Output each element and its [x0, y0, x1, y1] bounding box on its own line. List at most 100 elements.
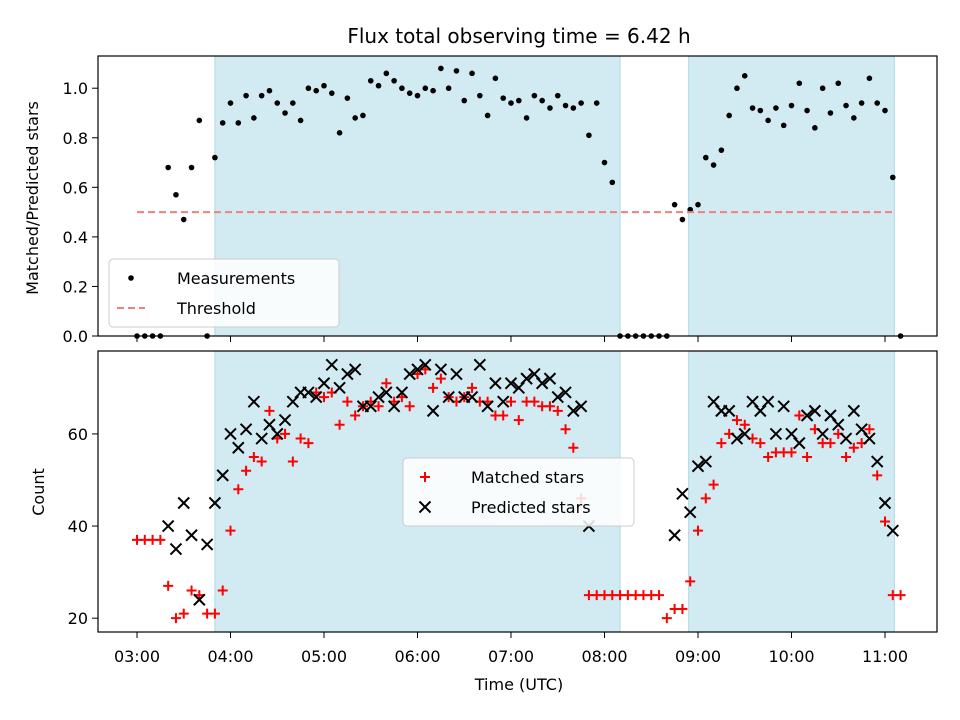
- measurement-point: [835, 80, 842, 87]
- legend-marker: [420, 472, 430, 482]
- measurement-point: [383, 70, 390, 77]
- predicted-star-point: [271, 427, 284, 441]
- measurement-point: [344, 95, 351, 101]
- matched-star-point: [763, 451, 774, 462]
- predicted-star-point: [411, 363, 424, 376]
- matched-star-point: [264, 405, 275, 416]
- matched-star-point: [825, 438, 836, 449]
- measurement-point: [391, 77, 397, 84]
- predicted-star-point: [341, 367, 354, 381]
- measurement-point: [328, 90, 335, 96]
- legend-label: Predicted stars: [471, 498, 591, 517]
- measurement-point: [196, 117, 203, 124]
- measurement-point: [227, 100, 234, 106]
- measurement-point: [889, 174, 896, 181]
- predicted-star-point: [559, 386, 572, 399]
- predicted-star-point: [871, 455, 884, 468]
- predicted-star-point: [567, 404, 580, 418]
- measurement-point: [282, 110, 288, 116]
- legend-label: Measurements: [177, 269, 295, 288]
- measurement-point: [219, 120, 226, 126]
- predicted-star-point: [185, 529, 198, 542]
- measurement-point: [819, 85, 826, 92]
- x-axis-label: Time (UTC): [474, 675, 563, 694]
- y-tick-label: 1.0: [63, 79, 88, 98]
- predicted-star-point: [465, 390, 479, 404]
- y-tick-label: 20: [68, 609, 88, 628]
- matched-star-point: [661, 613, 672, 624]
- measurement-point: [671, 201, 678, 208]
- measurement-point: [710, 162, 717, 168]
- matched-star-point: [163, 580, 174, 591]
- predicted-star-point: [824, 409, 837, 422]
- legend-label: Matched stars: [471, 468, 584, 487]
- measurement-point: [726, 112, 732, 119]
- measurement-point: [882, 107, 888, 114]
- matched-star-point: [233, 484, 244, 495]
- measurement-point: [523, 115, 530, 121]
- measurement-point: [757, 107, 764, 114]
- matched-star-point: [295, 433, 306, 444]
- predicted-star-point: [208, 496, 222, 510]
- predicted-star-point: [395, 386, 409, 399]
- measurement-point: [173, 191, 179, 198]
- matched-star-point: [794, 410, 805, 421]
- measurement-point: [780, 122, 787, 129]
- measurement-point: [734, 85, 740, 92]
- predicted-star-point: [574, 400, 588, 413]
- matched-star-point: [373, 401, 384, 412]
- measurement-point: [492, 75, 499, 82]
- predicted-star-point: [800, 409, 814, 422]
- matched-star-point: [170, 613, 181, 624]
- predicted-star-point: [551, 390, 564, 404]
- measurement-point: [258, 92, 265, 99]
- measurement-point: [539, 97, 545, 104]
- matched-star-point: [685, 576, 696, 587]
- measurement-point: [858, 100, 865, 106]
- legend-marker: [418, 500, 432, 514]
- measurement-point: [515, 97, 522, 104]
- matched-star-point: [700, 493, 711, 504]
- measurement-point: [570, 105, 577, 111]
- predicted-star-point: [754, 404, 767, 418]
- predicted-star-point: [668, 529, 681, 542]
- predicted-star-point: [473, 358, 487, 372]
- measurement-point: [321, 82, 327, 89]
- matched-star-point: [544, 401, 555, 412]
- matched-star-point: [435, 373, 446, 384]
- predicted-star-point: [793, 436, 806, 450]
- matched-star-point: [178, 608, 189, 619]
- matched-star-point: [731, 415, 742, 426]
- y-tick-label: 0.0: [63, 327, 88, 346]
- predicted-star-point: [863, 432, 876, 445]
- measurement-point: [290, 100, 296, 106]
- measurement-point: [422, 85, 429, 92]
- matched-star-point: [319, 392, 329, 403]
- measurement-point: [367, 77, 374, 84]
- top-y-axis-label: Matched/Predicted stars: [23, 101, 42, 295]
- predicted-star-point: [699, 455, 712, 468]
- matched-star-point: [241, 465, 252, 476]
- measurement-point: [352, 115, 358, 121]
- predicted-star-point: [684, 506, 697, 519]
- measurement-point: [804, 107, 810, 114]
- measurement-point: [484, 112, 491, 119]
- predicted-star-point: [816, 427, 829, 441]
- matched-star-point: [404, 401, 415, 412]
- observing-interval-shade: [688, 350, 895, 633]
- predicted-star-point: [255, 432, 268, 445]
- measurement-point: [702, 154, 709, 161]
- predicted-star-point: [317, 377, 331, 390]
- matched-star-point: [513, 415, 524, 426]
- legend-label: Threshold: [176, 299, 256, 318]
- bottom-y-axis-label: Count: [29, 468, 48, 516]
- predicted-star-point: [426, 404, 440, 418]
- predicted-star-point: [239, 423, 253, 436]
- predicted-star-point: [278, 413, 292, 427]
- measurement-point: [741, 73, 748, 79]
- predicted-star-point: [302, 386, 315, 399]
- measurement-point: [812, 125, 818, 131]
- matched-star-point: [568, 442, 579, 453]
- matched-star-point: [217, 585, 228, 596]
- measurement-point: [469, 70, 475, 77]
